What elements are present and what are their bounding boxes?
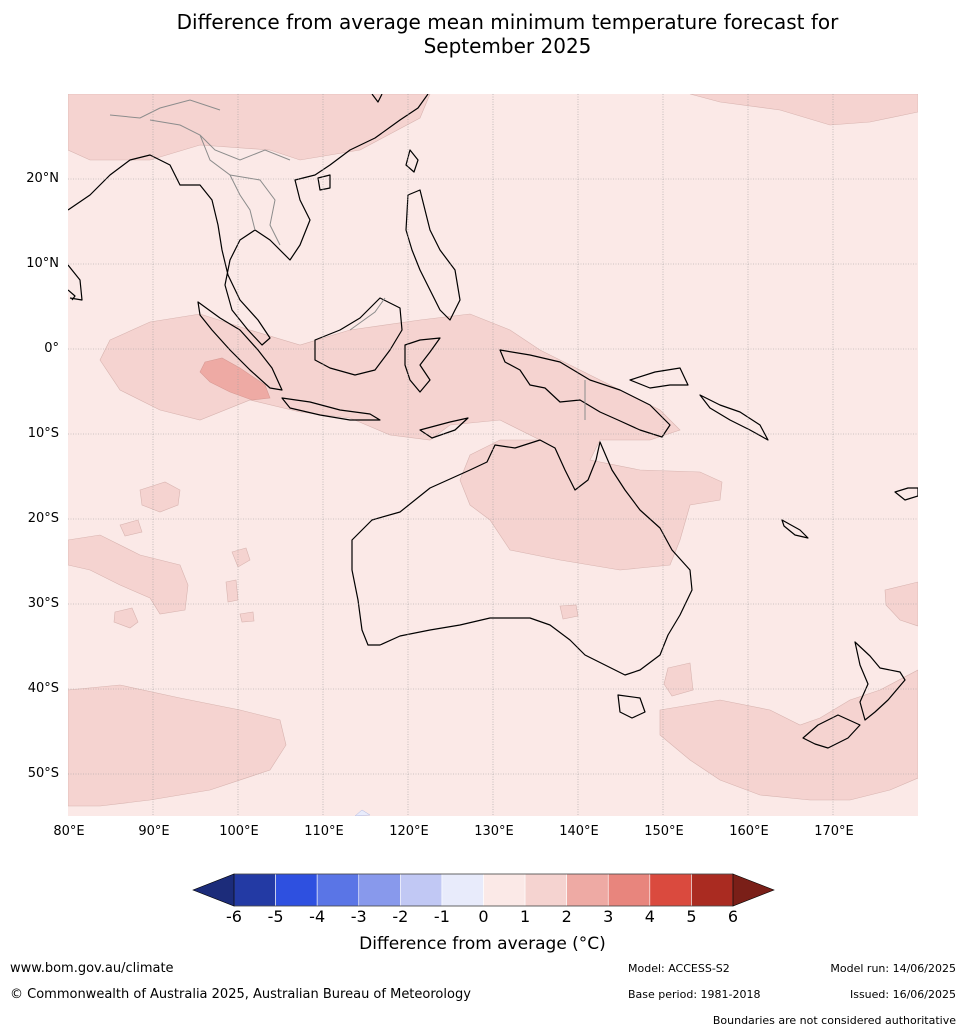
colorbar-high-extend [732, 873, 775, 907]
philippines-coast [405, 189, 461, 321]
borneo-coast [314, 297, 403, 376]
colorbar-tick-label: -6 [226, 907, 242, 926]
lon-label-110e: 110°E [304, 824, 344, 839]
issued-date: Issued: 16/06/2025 [849, 988, 956, 1001]
colorbar-cell [524, 873, 567, 907]
colorbar-tick-label: 2 [561, 907, 572, 926]
lat-label-40s: 40°S [27, 681, 59, 696]
colorbar-tick-label: -4 [309, 907, 326, 926]
india-south-coast [68, 264, 83, 301]
lat-label-20n: 20°N [26, 171, 59, 186]
copyright: © Commonwealth of Australia 2025, Austra… [10, 987, 471, 1002]
colorbar-tick-label: 6 [727, 907, 739, 926]
taiwan-coast [405, 149, 419, 173]
chart-title: Difference from average mean minimum tem… [0, 10, 965, 58]
colorbar-cell [275, 873, 318, 907]
lon-label-170e: 170°E [814, 824, 854, 839]
australia-coast [351, 439, 693, 676]
model-run-date: Model run: 14/06/2025 [830, 962, 956, 975]
lat-label-20s: 20°S [27, 511, 59, 526]
title-line-2: September 2025 [423, 34, 592, 58]
lon-label-90e: 90°E [138, 824, 170, 839]
colorbar-tick-label: 4 [644, 907, 655, 926]
colorbar-low-extend [192, 873, 235, 907]
colorbar-cell [316, 873, 360, 907]
colorbar-tick-label: 0 [478, 907, 489, 926]
lat-label-30s: 30°S [27, 596, 59, 611]
colorbar-tick-label: -5 [267, 907, 284, 926]
lon-label-100e: 100°E [219, 824, 259, 839]
colorbar-cell [400, 873, 443, 907]
new-britain [629, 367, 689, 389]
colorbar-cells [233, 873, 734, 907]
lat-label-50s: 50°S [27, 766, 59, 781]
colorbar-cell [483, 873, 526, 907]
sri-lanka-coast [68, 289, 76, 301]
model-name: Model: ACCESS-S2 [628, 962, 730, 975]
solomon-islands [699, 394, 769, 441]
colorbar-label: Difference from average (°C) [359, 934, 606, 954]
new-zealand-south [802, 714, 861, 749]
sumatra-coast [197, 301, 283, 391]
colorbar-cell [691, 873, 734, 907]
lat-label-0: 0° [44, 341, 59, 356]
base-period: Base period: 1981-2018 [628, 988, 761, 1001]
new-guinea-coast [499, 349, 671, 438]
java-coast [281, 397, 381, 421]
small-cool-anomaly [354, 809, 371, 816]
title-line-1: Difference from average mean minimum tem… [176, 10, 839, 34]
hainan-coast [317, 174, 331, 191]
lat-label-10s: 10°S [27, 426, 59, 441]
hokkaido-hint [371, 94, 383, 103]
colorbar-cell [358, 873, 401, 907]
borders [109, 99, 586, 420]
anomaly-1-2-regions [68, 94, 918, 807]
new-caledonia [781, 519, 809, 539]
colorbar-cell [607, 873, 651, 907]
new-zealand-north [854, 641, 906, 721]
colorbar-cell [441, 873, 484, 907]
colorbar-cell [566, 873, 609, 907]
asia-mainland-coast [68, 94, 429, 346]
colorbar-cell [233, 873, 276, 907]
lon-label-140e: 140°E [559, 824, 599, 839]
lon-label-120e: 120°E [389, 824, 429, 839]
colorbar-tick-label: 5 [686, 907, 697, 926]
colorbar-tick-label: -3 [350, 907, 367, 926]
lon-label-150e: 150°E [644, 824, 684, 839]
website-link[interactable]: www.bom.gov.au/climate [10, 961, 174, 976]
lon-label-80e: 80°E [53, 824, 85, 839]
anomaly-2-3-region [199, 357, 271, 401]
lon-label-130e: 130°E [474, 824, 514, 839]
coastlines [68, 94, 918, 749]
tasmania-coast [617, 694, 646, 719]
sulawesi-coast [404, 337, 441, 393]
graticule [68, 94, 918, 816]
lat-label-10n: 10°N [26, 256, 59, 271]
colorbar-tick-label: 3 [603, 907, 614, 926]
colorbar-tick-label: 1 [519, 907, 531, 926]
lon-label-160e: 160°E [729, 824, 769, 839]
fiji [894, 487, 918, 501]
boundaries-disclaimer: Boundaries are not considered authoritat… [712, 1014, 956, 1027]
colorbar-cell [649, 873, 692, 907]
colorbar-tick-label: -1 [433, 907, 450, 926]
colorbar-tick-label: -2 [392, 907, 409, 926]
timor-coast [419, 417, 469, 439]
